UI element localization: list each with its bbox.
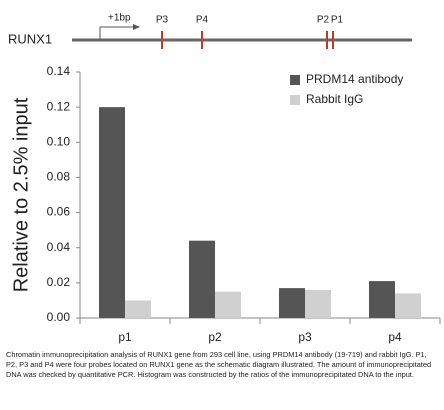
- bar: [215, 291, 241, 318]
- legend-label: PRDM14 antibody: [306, 72, 403, 86]
- y-tick-label: 0.10: [47, 134, 71, 148]
- probe-label: P1: [331, 15, 344, 26]
- bar: [305, 289, 331, 318]
- x-tick-label: p4: [388, 330, 402, 344]
- bar: [279, 288, 305, 318]
- bar: [99, 107, 125, 319]
- y-tick-label: 0.14: [47, 64, 71, 78]
- y-tick-label: 0.02: [47, 275, 71, 289]
- probe-label: P4: [196, 15, 209, 26]
- probe-label: P2: [317, 15, 330, 26]
- x-tick-label: p2: [208, 330, 222, 344]
- gene-name: RUNX1: [8, 31, 52, 46]
- caption: Chromatin immunoprecipitation analysis o…: [6, 350, 432, 379]
- bar: [125, 300, 151, 318]
- start-arrow: [99, 26, 138, 40]
- legend-label: Rabbit IgG: [306, 92, 363, 106]
- chart: RUNX1 +1bp Relative to 2.5% input P3 P4 P2…: [8, 13, 441, 344]
- bar: [395, 293, 421, 318]
- y-tick-label: 0.08: [47, 170, 71, 184]
- arrow-head: [133, 24, 140, 30]
- bar: [189, 240, 215, 318]
- legend-swatch: [290, 75, 300, 85]
- y-tick-label: 0.12: [47, 99, 71, 113]
- bar: [369, 281, 395, 318]
- start-label: +1bp: [108, 13, 131, 24]
- x-tick-label: p3: [298, 330, 312, 344]
- y-tick-label: 0.00: [47, 310, 71, 324]
- probe-label: P3: [156, 15, 169, 26]
- legend-swatch: [290, 95, 300, 105]
- y-tick-label: 0.04: [47, 240, 71, 254]
- y-axis-label: Relative to 2.5% input: [10, 97, 32, 292]
- x-tick-label: p1: [118, 330, 132, 344]
- y-tick-label: 0.06: [47, 205, 71, 219]
